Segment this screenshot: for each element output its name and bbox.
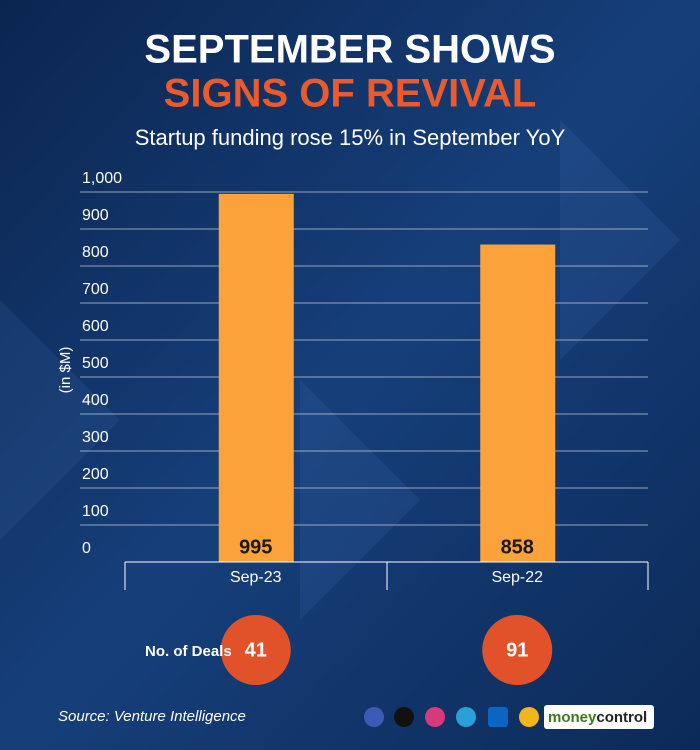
chart-subtitle: Startup funding rose 15% in September Yo… — [135, 125, 566, 150]
y-tick-label: 1,000 — [82, 170, 122, 187]
chart-title: SEPTEMBER SHOWS — [144, 28, 555, 72]
deal-circle — [482, 615, 553, 685]
bar — [218, 193, 294, 562]
x-tick-label: Sep-22 — [491, 569, 543, 586]
value-label: 995 — [239, 536, 272, 558]
y-tick-label: 0 — [82, 540, 91, 557]
y-axis-label: (in $M) — [57, 347, 74, 394]
plot: 0 100 200 300 400 500 600 700 800 900 1,000 995 Sep-… — [80, 170, 648, 685]
icon — [456, 707, 476, 727]
y-tick-label: 300 — [82, 429, 109, 446]
chart-title-line2: SIGNS OF REVIVAL — [164, 72, 537, 116]
y-tick-label: 600 — [82, 318, 109, 335]
background-pattern — [0, 120, 680, 620]
y-tick-label: 900 — [82, 207, 109, 224]
source: Source: Venture Intelligence — [58, 708, 246, 725]
brand-part: money — [548, 709, 597, 726]
brand: moneycontrol — [548, 709, 647, 726]
y-tick-label: 100 — [82, 503, 109, 520]
value-label: 858 — [501, 536, 534, 558]
y-tick-label: 400 — [82, 392, 109, 409]
deals-label: No. of Deals — [145, 643, 232, 660]
bar — [480, 244, 556, 563]
deal-count: 91 — [506, 639, 528, 661]
y-tick-label: 700 — [82, 281, 109, 298]
icon — [488, 707, 508, 727]
deal-count: 41 — [245, 639, 267, 661]
y-tick-label: 200 — [82, 466, 109, 483]
brand-part: control — [596, 709, 647, 726]
deal-circle — [220, 615, 291, 685]
x-tick-label: Sep-23 — [230, 569, 282, 586]
brand-box — [544, 705, 654, 729]
y-tick-label: 500 — [82, 355, 109, 372]
icon — [364, 707, 384, 727]
icon — [394, 707, 414, 727]
icon — [519, 707, 539, 727]
icon — [425, 707, 445, 727]
social-icons — [364, 707, 539, 727]
y-tick-label: 800 — [82, 244, 109, 261]
